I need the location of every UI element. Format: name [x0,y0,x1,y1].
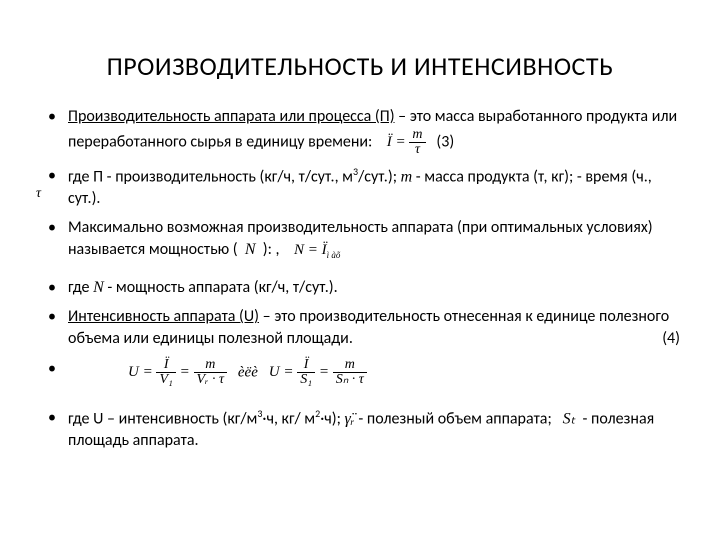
n-form: N = Ï [294,242,327,258]
fd3: S₁ [297,373,315,387]
bullet-5: Интенсивность аппарата (U) – это произво… [40,306,680,349]
tau-marker: τ [36,185,41,204]
or-text: èëè [238,364,258,380]
b7-b: ·ч, кг/ м [262,409,315,428]
page-title: ПРОИЗВОДИТЕЛЬНОСТЬ И ИНТЕНСИВНОСТЬ [40,50,680,82]
sym-N2: N [93,279,104,296]
fd1: V₁ [156,373,175,387]
eq4-left: U = Ï V₁ = m Vᵣ · τ [128,358,227,387]
b3-b: ): , [263,240,280,259]
b2-b: /сут.); [358,167,397,186]
bullet-list: Производительность аппарата или процесса… [40,106,680,451]
frac-u1: Ï V₁ [156,358,175,387]
eq3: Ï = m τ [387,128,426,157]
n-sub: ì àõ [327,250,341,260]
fn1: Ï [156,358,175,373]
bullet-6: U = Ï V₁ = m Vᵣ · τ èëè U = Ï S₁ = [40,358,680,387]
b4-a: где [68,278,93,297]
sym-gamma: γ̈ᵣ [345,410,355,427]
b2-a: где П - производительность (кг/ч, т/сут.… [68,167,353,186]
frac-u4: m Sₙ · τ [333,358,367,387]
sym-I: Ï [387,134,392,150]
fd2: Vᵣ · τ [194,373,228,387]
fn2: m [194,358,228,373]
u2: U [269,364,280,380]
bullet-2: τ где П - производительность (кг/ч, т/су… [40,165,680,210]
eq3-num: (3) [436,132,454,151]
frac-num: m [409,128,425,143]
eq-N: N = Ïì àõ [294,242,340,258]
bullet-4: где N - мощность аппарата (кг/ч, т/сут.)… [40,277,680,299]
eq4-num: (4) [662,328,680,350]
frac-m-tau: m τ [409,128,425,157]
b7-c: ·ч); [320,409,341,428]
b3-a: Максимально возможная производительность… [68,218,653,259]
b7-a: где U – интенсивность (кг/м [68,409,257,428]
sym-N: N [245,241,256,258]
fn3: Ï [297,358,315,373]
frac-u3: Ï S₁ [297,358,315,387]
sym-St: Sₜ [563,410,576,427]
fn4: m [333,358,367,373]
frac-den: τ [409,143,425,157]
fd4: Sₙ · τ [333,373,367,387]
b5-underline: Интенсивность аппарата (U) [68,307,259,326]
bullet-3: Максимально возможная производительность… [40,217,680,261]
b4-b: - мощность аппарата (кг/ч, т/сут.). [107,278,337,297]
sym-m: m [401,168,413,185]
b7-d: - полезный объем аппарата; [358,409,551,428]
b1-underline: Производительность аппарата или процесса… [68,107,395,126]
u1: U [128,364,139,380]
bullet-7: где U – интенсивность (кг/м3·ч, кг/ м2·ч… [40,407,680,452]
eq4-right: U = Ï S₁ = m Sₙ · τ [269,358,367,387]
frac-u2: m Vᵣ · τ [194,358,228,387]
bullet-1: Производительность аппарата или процесса… [40,106,680,157]
